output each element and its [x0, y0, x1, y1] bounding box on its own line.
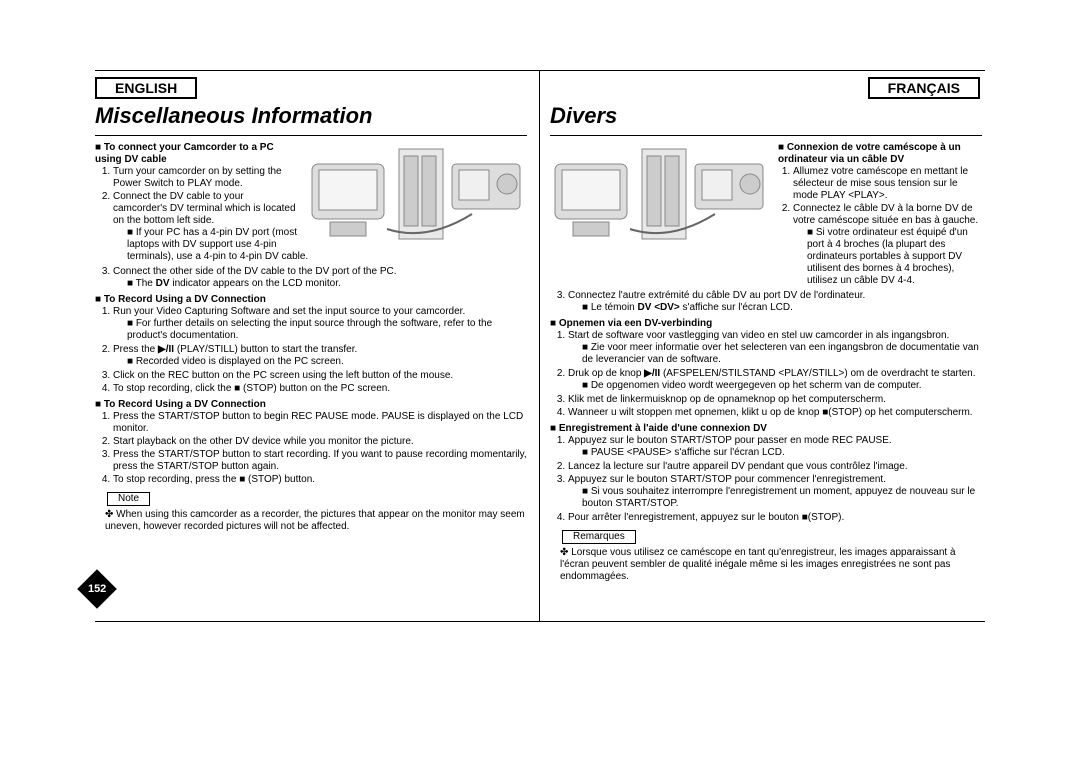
text: Connect the DV cable to your camcorder's…	[113, 191, 318, 263]
francais-column: FRANÇAIS Divers Connexion de votre camés…	[550, 71, 982, 621]
text: Start playback on the other DV device wh…	[113, 436, 527, 448]
text: Press the START/STOP button to start rec…	[113, 449, 527, 473]
text: For further details on selecting the inp…	[127, 318, 527, 342]
lang-label-en: ENGLISH	[95, 77, 197, 99]
text: Start de software voor vastlegging van v…	[568, 330, 982, 366]
text: Recorded video is displayed on the PC sc…	[127, 356, 527, 368]
rule	[95, 135, 527, 136]
page-number-badge: 152	[77, 569, 117, 609]
text: If your PC has a 4-pin DV port (most lap…	[127, 227, 318, 263]
text: Appuyez sur le bouton START/STOP pour co…	[568, 474, 982, 510]
english-column: ENGLISH Miscellaneous Information To con…	[95, 71, 527, 621]
text: Klik met de linkermuisknop op de opnamek…	[568, 394, 982, 406]
text: Turn your camcorder on by setting the Po…	[113, 166, 318, 190]
text: Lancez la lecture sur l'autre appareil D…	[568, 461, 982, 473]
text: Press the ▶/II (PLAY/STILL) button to st…	[113, 344, 527, 368]
text: Le témoin DV <DV> s'affiche sur l'écran …	[582, 302, 982, 314]
note-text-fr: ✤ Lorsque vous utilisez ce caméscope en …	[560, 547, 982, 583]
section-1-title-en: To connect your Camcorder to a PC using …	[95, 142, 300, 166]
section-2-title-fr: Opnemen via een DV-verbinding	[550, 318, 982, 330]
section-3-title-fr: Enregistrement à l'aide d'une connexion …	[550, 423, 982, 435]
note-text-en: ✤ When using this camcorder as a recorde…	[105, 509, 527, 533]
text: PAUSE <PAUSE> s'affiche sur l'écran LCD.	[582, 447, 982, 459]
section-2-title-en: To Record Using a DV Connection	[95, 294, 527, 306]
text: Press the START/STOP button to begin REC…	[113, 411, 527, 435]
text: Connectez le câble DV à la borne DV de v…	[793, 203, 982, 287]
note-label-fr: Remarques	[562, 530, 636, 544]
connection-illustration-left	[307, 144, 527, 244]
text: Click on the REC button on the PC screen…	[113, 370, 527, 382]
column-divider	[539, 71, 540, 621]
text: Zie voor meer informatie over het select…	[582, 342, 982, 366]
text: Druk op de knop ▶/II (AFSPELEN/STILSTAND…	[568, 368, 982, 392]
text: Wanneer u wilt stoppen met opnemen, klik…	[568, 407, 982, 419]
text: Si vous souhaitez interrompre l'enregist…	[582, 486, 982, 510]
text: Run your Video Capturing Software and se…	[113, 306, 527, 342]
note-label-en: Note	[107, 492, 150, 506]
text: Allumez votre caméscope en mettant le sé…	[793, 166, 982, 202]
text: To stop recording, click the ■ (STOP) bu…	[113, 383, 527, 395]
text: Pour arrêter l'enregistrement, appuyez s…	[568, 512, 982, 524]
connection-illustration-right	[550, 144, 770, 244]
content-fr: Connexion de votre caméscope à un ordina…	[550, 142, 982, 583]
lang-label-fr: FRANÇAIS	[868, 77, 980, 99]
text: The DV indicator appears on the LCD moni…	[127, 278, 527, 290]
heading-en: Miscellaneous Information	[95, 103, 527, 129]
text: Si votre ordinateur est équipé d'un port…	[807, 227, 982, 287]
text: De opgenomen video wordt weergegeven op …	[582, 380, 982, 392]
manual-page: ENGLISH Miscellaneous Information To con…	[95, 70, 985, 622]
text: To stop recording, press the ■ (STOP) bu…	[113, 474, 527, 486]
heading-fr: Divers	[550, 103, 982, 129]
section-1-title-fr: Connexion de votre caméscope à un ordina…	[775, 142, 982, 166]
section-3-title-en: To Record Using a DV Connection	[95, 399, 527, 411]
rule	[550, 135, 982, 136]
text: Connectez l'autre extrémité du câble DV …	[568, 290, 982, 314]
text: Appuyez sur le bouton START/STOP pour pa…	[568, 435, 982, 459]
text: Connect the other side of the DV cable t…	[113, 266, 527, 290]
content-en: To connect your Camcorder to a PC using …	[95, 142, 527, 533]
